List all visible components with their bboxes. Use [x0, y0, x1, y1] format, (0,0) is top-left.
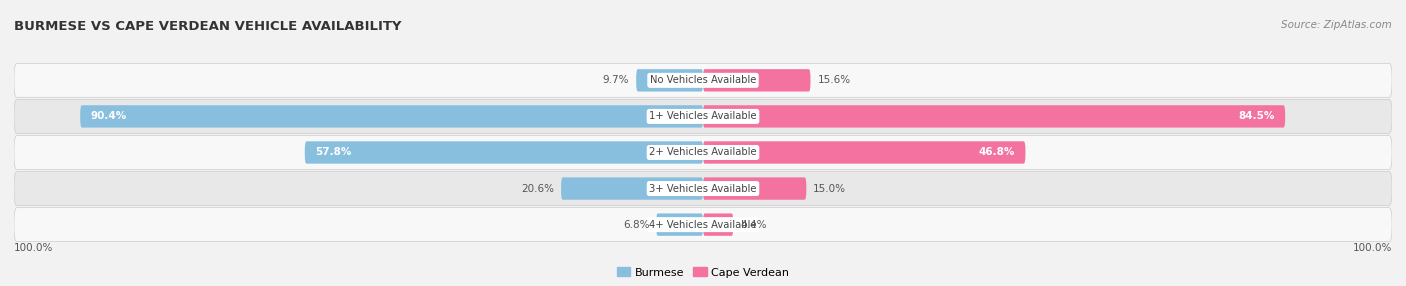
Text: 4.4%: 4.4% — [740, 220, 766, 230]
Text: 1+ Vehicles Available: 1+ Vehicles Available — [650, 112, 756, 122]
Legend: Burmese, Cape Verdean: Burmese, Cape Verdean — [613, 263, 793, 282]
FancyBboxPatch shape — [14, 208, 1392, 242]
FancyBboxPatch shape — [703, 213, 734, 236]
FancyBboxPatch shape — [703, 141, 1025, 164]
FancyBboxPatch shape — [703, 177, 807, 200]
FancyBboxPatch shape — [305, 141, 703, 164]
FancyBboxPatch shape — [636, 69, 703, 92]
FancyBboxPatch shape — [14, 136, 1392, 169]
Text: 100.0%: 100.0% — [1353, 243, 1392, 253]
FancyBboxPatch shape — [561, 177, 703, 200]
Text: 4+ Vehicles Available: 4+ Vehicles Available — [650, 220, 756, 230]
Text: 15.6%: 15.6% — [817, 75, 851, 85]
FancyBboxPatch shape — [80, 105, 703, 128]
Text: 2+ Vehicles Available: 2+ Vehicles Available — [650, 148, 756, 158]
FancyBboxPatch shape — [14, 100, 1392, 133]
Text: BURMESE VS CAPE VERDEAN VEHICLE AVAILABILITY: BURMESE VS CAPE VERDEAN VEHICLE AVAILABI… — [14, 20, 402, 33]
FancyBboxPatch shape — [703, 105, 1285, 128]
Text: 9.7%: 9.7% — [603, 75, 630, 85]
Text: 15.0%: 15.0% — [813, 184, 846, 194]
Text: 84.5%: 84.5% — [1239, 112, 1275, 122]
Text: 3+ Vehicles Available: 3+ Vehicles Available — [650, 184, 756, 194]
Text: 90.4%: 90.4% — [90, 112, 127, 122]
Text: 46.8%: 46.8% — [979, 148, 1015, 158]
Text: 20.6%: 20.6% — [522, 184, 554, 194]
FancyBboxPatch shape — [14, 63, 1392, 97]
Text: 57.8%: 57.8% — [315, 148, 352, 158]
Text: Source: ZipAtlas.com: Source: ZipAtlas.com — [1281, 20, 1392, 30]
FancyBboxPatch shape — [14, 172, 1392, 206]
FancyBboxPatch shape — [703, 69, 810, 92]
FancyBboxPatch shape — [657, 213, 703, 236]
Text: 100.0%: 100.0% — [14, 243, 53, 253]
Text: 6.8%: 6.8% — [623, 220, 650, 230]
Text: No Vehicles Available: No Vehicles Available — [650, 75, 756, 85]
